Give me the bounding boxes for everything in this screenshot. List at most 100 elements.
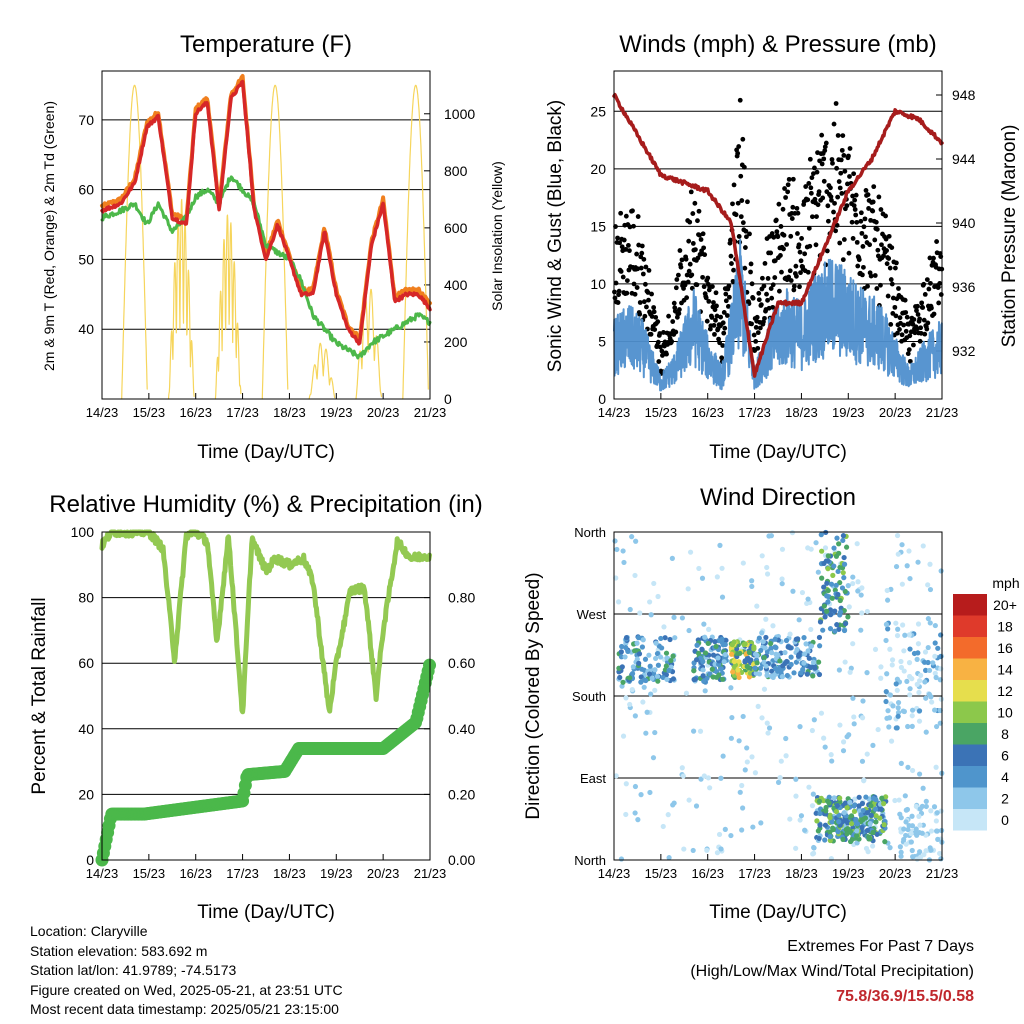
dir-direction-point	[861, 778, 867, 784]
wind-gust-point	[620, 274, 626, 280]
wind-gust-point	[846, 250, 852, 256]
wind-gust-point	[730, 201, 735, 207]
wind-gust-point	[618, 269, 624, 274]
dir-direction-point	[707, 785, 713, 791]
dir-direction-point	[668, 657, 674, 664]
dir-direction-point	[896, 797, 902, 803]
legend-swatch	[953, 766, 987, 788]
dir-direction-point	[917, 822, 923, 828]
wind-gust-point	[917, 316, 923, 322]
wind-gust-point	[788, 233, 794, 239]
wind-gust-point	[696, 208, 702, 214]
dir-direction-point	[702, 634, 708, 640]
wind-gust-point	[885, 293, 891, 299]
wind-ytick-label: 5	[598, 333, 606, 349]
dir-direction-point	[934, 810, 940, 816]
dir-direction-point	[870, 843, 876, 849]
dir-direction-point	[855, 588, 861, 594]
wind-gust-point	[711, 322, 717, 328]
wind-gust-point	[807, 156, 813, 162]
wind-gust-point	[778, 224, 784, 229]
dir-direction-point	[932, 622, 938, 629]
dir-direction-point	[897, 844, 903, 850]
dir-direction-point	[846, 604, 852, 610]
rh-xtick-label: 16/23	[179, 866, 212, 881]
dir-direction-point	[825, 599, 831, 605]
dir-direction-point	[761, 659, 767, 665]
wind-gust-point	[615, 300, 621, 305]
dir-direction-point	[772, 644, 778, 650]
dir-direction-point	[654, 673, 661, 680]
wind-gust-point	[799, 236, 804, 241]
dir-direction-point	[895, 705, 901, 711]
dir-direction-point	[696, 565, 702, 572]
dir-direction-point	[647, 789, 653, 796]
dir-direction-point	[847, 669, 853, 675]
wind-gust-point	[634, 285, 640, 290]
wind-gust-point	[716, 336, 721, 342]
wind-gust-point	[671, 300, 677, 306]
dir-direction-point	[841, 561, 848, 567]
dir-direction-point	[909, 723, 915, 729]
dir-direction-point	[932, 707, 938, 713]
dir-direction-point	[902, 793, 908, 799]
wind-gust-point	[924, 326, 930, 332]
wind-gust-point	[651, 305, 657, 310]
dir-direction-point	[813, 540, 819, 546]
dir-direction-point	[885, 626, 891, 632]
dir-direction-point	[756, 671, 763, 677]
dir-direction-point	[632, 713, 638, 719]
dir-direction-point	[918, 672, 924, 678]
dir-direction-point	[783, 735, 789, 742]
wind-gust-point	[809, 175, 815, 181]
wind-gust-point	[784, 242, 790, 247]
dir-direction-point	[719, 637, 725, 643]
dir-direction-point	[764, 720, 770, 726]
wind-gust-point	[742, 245, 748, 250]
dir-direction-point	[821, 603, 827, 609]
wind-gust-point	[666, 313, 671, 319]
temp-xtick-label: 19/23	[320, 405, 353, 420]
dir-direction-point	[729, 642, 735, 648]
dir-direction-point	[864, 810, 870, 816]
wind-gust-point	[635, 214, 641, 219]
dir-direction-point	[895, 626, 901, 632]
wind-gust-point	[808, 185, 814, 191]
wind-gust-point	[830, 160, 835, 166]
dir-direction-point	[806, 784, 812, 790]
dir-direction-point	[702, 650, 709, 656]
wind-gust-point	[634, 251, 640, 257]
dir-direction-point	[923, 798, 929, 804]
dir-direction-point	[906, 632, 912, 638]
wind-gust-point	[870, 208, 876, 214]
wind-gust-point	[631, 281, 637, 287]
wind-gust-point	[657, 331, 663, 336]
wind-gust-point	[811, 171, 816, 176]
wind-gust-point	[819, 161, 825, 167]
wind-gust-point	[649, 314, 655, 319]
dir-direction-point	[741, 642, 747, 648]
dir-direction-point	[805, 596, 811, 602]
wind-gust-point	[720, 320, 726, 326]
wind-gust-point	[878, 207, 884, 212]
dir-direction-point	[802, 827, 808, 833]
wind-gust-point	[917, 338, 923, 344]
dir-direction-point	[687, 549, 694, 555]
dir-direction-point	[663, 650, 670, 656]
dir-direction-point	[728, 832, 734, 839]
dir-direction-point	[844, 831, 850, 837]
temp-xtick-label: 18/23	[273, 405, 306, 420]
dir-direction-point	[828, 581, 835, 587]
wind-gust-point	[735, 200, 741, 206]
dir-direction-point	[700, 667, 706, 673]
dir-direction-point	[717, 542, 723, 549]
dir-direction-point	[842, 800, 849, 806]
dir-direction-point	[659, 645, 665, 651]
dir-direction-point	[769, 650, 775, 656]
temp-solar-line	[308, 342, 336, 400]
dir-direction-point	[905, 723, 911, 730]
wind-gust-point	[905, 351, 911, 357]
wind-gust-point	[825, 203, 831, 209]
wind-gust-point	[731, 182, 737, 188]
dir-direction-point	[710, 674, 716, 680]
